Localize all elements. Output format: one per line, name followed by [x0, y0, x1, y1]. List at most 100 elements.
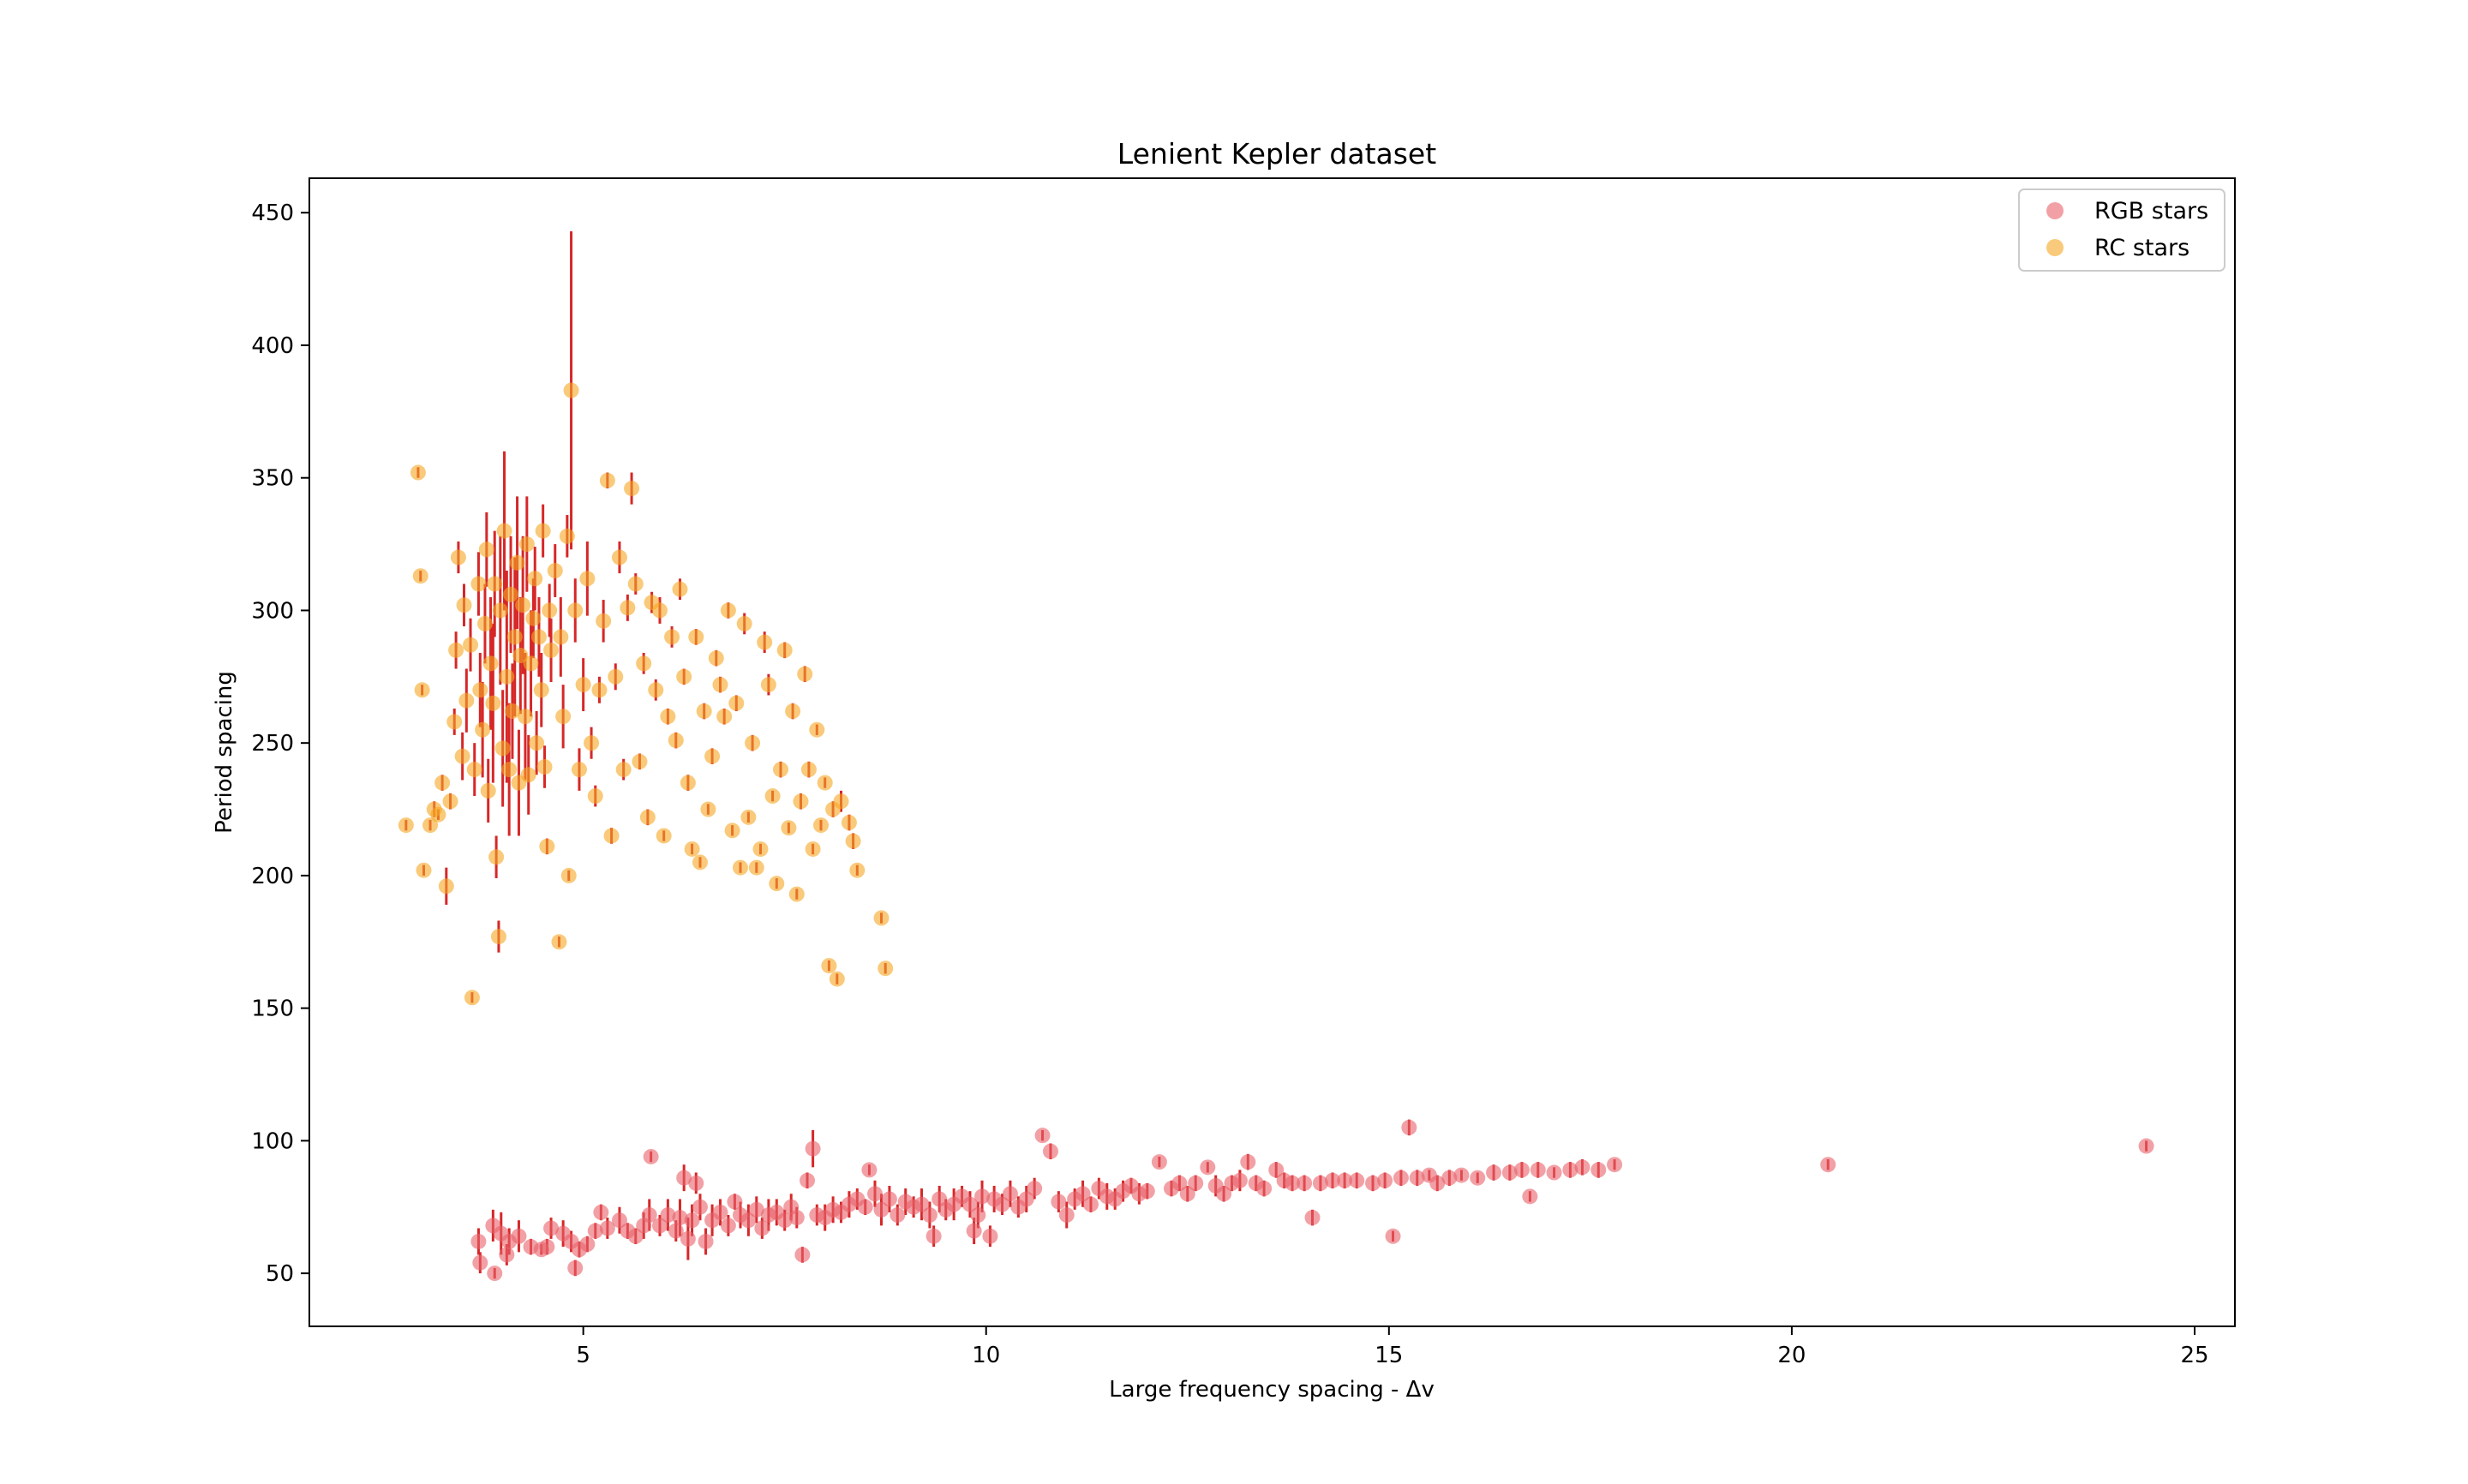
point-rc-stars: [692, 854, 708, 871]
point-rgb-stars: [672, 1210, 688, 1226]
point-rgb-stars: [688, 1175, 704, 1191]
point-rc-stars: [599, 472, 615, 488]
point-rgb-stars: [593, 1204, 609, 1220]
point-rc-stars: [748, 859, 764, 876]
point-rc-stars: [487, 576, 503, 592]
point-rc-stars: [555, 709, 572, 725]
point-rgb-stars: [1470, 1170, 1486, 1186]
point-rgb-stars: [676, 1170, 692, 1186]
point-rgb-stars: [1268, 1162, 1285, 1178]
point-rc-stars: [529, 735, 545, 751]
point-rgb-stars: [1820, 1157, 1836, 1173]
point-rc-stars: [688, 629, 704, 645]
y-tick-label: 100: [251, 1128, 294, 1154]
point-rc-stars: [732, 859, 748, 876]
point-rgb-stars: [1607, 1157, 1623, 1173]
point-rgb-stars: [961, 1196, 978, 1212]
point-rgb-stars: [1562, 1162, 1578, 1178]
point-rc-stars: [656, 828, 672, 844]
point-rc-stars: [620, 600, 636, 616]
point-rc-stars: [412, 568, 428, 584]
point-rgb-stars: [1256, 1181, 1273, 1197]
point-rc-stars: [797, 666, 813, 682]
point-rc-stars: [575, 677, 591, 693]
point-rgb-stars: [914, 1196, 930, 1212]
point-rgb-stars: [1486, 1164, 1502, 1181]
point-rc-stars: [793, 793, 809, 810]
point-rgb-stars: [599, 1220, 615, 1236]
point-rc-stars: [551, 934, 567, 950]
point-rc-stars: [821, 958, 837, 974]
point-rc-stars: [571, 762, 587, 778]
x-tick-label: 20: [1777, 1343, 1806, 1368]
point-rc-stars: [525, 610, 542, 626]
point-rc-stars: [446, 714, 463, 730]
x-tick-label: 10: [972, 1343, 1000, 1368]
point-rgb-stars: [1075, 1186, 1091, 1202]
point-rgb-stars: [1441, 1170, 1458, 1186]
point-rc-stars: [668, 733, 684, 749]
point-rc-stars: [563, 382, 579, 398]
point-rgb-stars: [1139, 1183, 1155, 1200]
point-rc-stars: [496, 523, 512, 539]
point-rc-stars: [676, 668, 692, 685]
point-rc-stars: [684, 841, 700, 857]
legend-label-rc-stars: RC stars: [2094, 235, 2189, 261]
point-rc-stars: [639, 809, 656, 825]
point-rc-stars: [414, 682, 430, 698]
point-rc-stars: [542, 602, 558, 619]
point-rgb-stars: [668, 1223, 684, 1239]
point-rc-stars: [785, 703, 801, 720]
point-rgb-stars: [1171, 1175, 1188, 1191]
point-rc-stars: [438, 878, 454, 895]
x-tick-label: 25: [2180, 1343, 2208, 1368]
point-rc-stars: [410, 464, 426, 481]
point-rc-stars: [591, 682, 608, 698]
y-tick-label: 250: [251, 731, 294, 757]
point-rgb-stars: [472, 1254, 488, 1271]
y-tick-label: 200: [251, 864, 294, 889]
point-rgb-stars: [805, 1140, 821, 1157]
point-rc-stars: [501, 762, 518, 778]
point-rc-stars: [608, 668, 624, 685]
point-rc-stars: [448, 642, 464, 658]
point-rgb-stars: [627, 1228, 644, 1244]
point-rgb-stars: [1188, 1175, 1204, 1191]
point-rgb-stars: [1231, 1172, 1248, 1188]
point-rc-stars: [535, 523, 551, 539]
point-rc-stars: [704, 748, 721, 764]
point-rc-stars: [422, 817, 439, 834]
point-rc-stars: [805, 841, 821, 857]
point-rgb-stars: [727, 1194, 743, 1210]
legend-marker-rgb-stars: [2046, 202, 2064, 219]
point-rgb-stars: [970, 1207, 986, 1224]
point-rgb-stars: [1034, 1128, 1051, 1144]
point-rc-stars: [466, 762, 482, 778]
point-rc-stars: [454, 748, 470, 764]
point-rgb-stars: [1002, 1186, 1018, 1202]
point-rc-stars: [745, 735, 761, 751]
point-rgb-stars: [966, 1223, 982, 1239]
point-rc-stars: [553, 629, 569, 645]
point-rgb-stars: [776, 1212, 793, 1229]
legend: RGB stars RC stars: [2018, 188, 2225, 272]
point-rc-stars: [829, 971, 845, 987]
point-rgb-stars: [720, 1218, 736, 1234]
point-rgb-stars: [587, 1223, 603, 1239]
point-rc-stars: [456, 597, 472, 613]
point-rc-stars: [716, 709, 733, 725]
point-rc-stars: [503, 586, 519, 602]
point-rc-stars: [672, 581, 688, 597]
point-rgb-stars: [740, 1212, 757, 1229]
point-rc-stars: [416, 862, 432, 878]
point-rgb-stars: [567, 1260, 584, 1276]
point-rgb-stars: [1530, 1162, 1546, 1178]
y-tick-label: 450: [251, 200, 294, 226]
point-rgb-stars: [921, 1207, 937, 1224]
point-rgb-stars: [1377, 1172, 1393, 1188]
point-rc-stars: [627, 576, 644, 592]
point-rc-stars: [458, 692, 475, 709]
point-rc-stars: [504, 703, 520, 720]
point-rgb-stars: [1401, 1119, 1417, 1135]
